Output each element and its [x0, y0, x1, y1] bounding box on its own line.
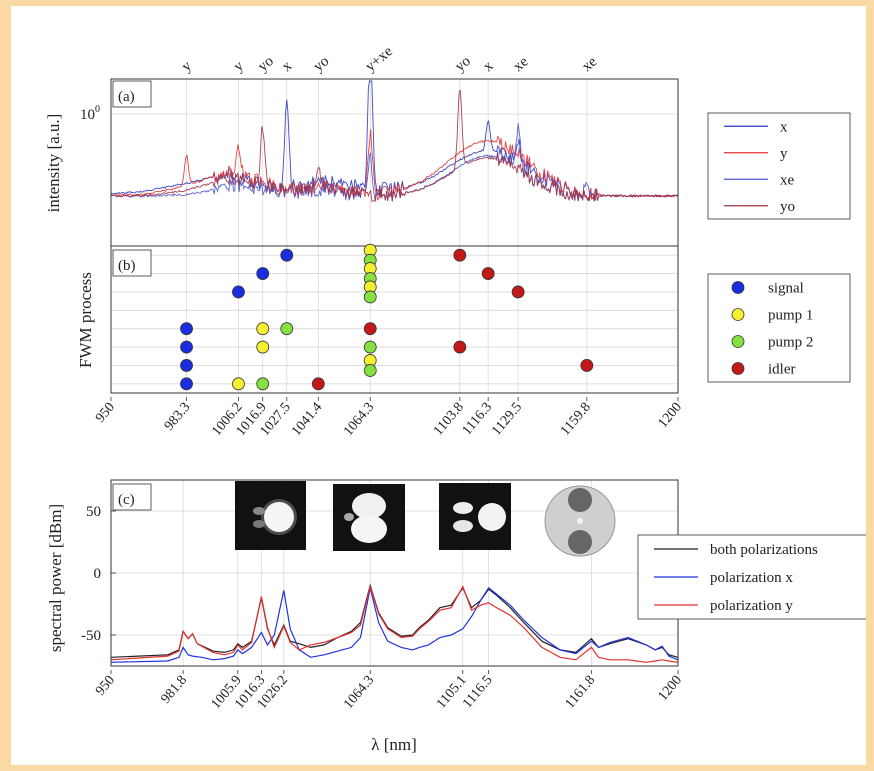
panel-b-point-signal [280, 248, 294, 262]
panel-a-top-label: y [179, 58, 195, 75]
panel-b-point-idler [363, 322, 377, 336]
panel-c-ylabel: spectral power [dBm] [46, 504, 65, 652]
panel-b-xtick-label: 1159.8 [558, 400, 594, 439]
panel-a-series-yo [110, 89, 679, 203]
panel-c-label-box [112, 483, 152, 511]
panel-b-point-pump2 [363, 290, 377, 304]
panel-a-series-xe [110, 123, 679, 202]
panel-b-legend-entry: idler [768, 362, 796, 378]
panel-c-xtick-label: 1161.8 [563, 673, 599, 712]
panel-b-point-signal [180, 322, 193, 336]
panel-b-point-pump2 [280, 322, 294, 336]
panel-b-point-idler [580, 359, 594, 372]
panel-c-xtick-label: 1064.3 [341, 673, 377, 712]
panel-c-ytick-label: 50 [86, 504, 101, 520]
panel-b-label: (b) [118, 258, 136, 274]
panel-a: y y yo x yo y+xe yo x xe xe (a) 100 intensity [a.… [44, 43, 851, 247]
panel-b-point-signal [180, 359, 193, 372]
panel-a-top-label: xe [579, 53, 600, 75]
panel-b-legend-swatch [731, 362, 745, 375]
panel-b-point-pump1 [232, 377, 245, 391]
panel-b-point-idler [511, 285, 525, 299]
panel-b-legend-swatch [731, 281, 745, 294]
panel-a-legend-box [707, 112, 851, 220]
panel-a-top-label: y [231, 58, 247, 75]
panel-b-xtick-label: 983.3 [162, 400, 194, 434]
panel-c-series-polarization-y [110, 584, 679, 663]
panel-c-ytick-label: 0 [94, 566, 102, 582]
chart-canvas: y y yo x yo y+xe yo x xe xe (a) 100 intensity [a.… [44, 43, 866, 754]
panel-b-point-pump2 [256, 377, 270, 391]
panel-a-legend-entry: xe [780, 172, 795, 188]
panel-b-xtick-label: 1200 [656, 400, 685, 431]
panel-c-xtick-label: 1200 [656, 673, 685, 704]
mode-image-3 [439, 483, 511, 550]
panel-c-series-both-polarizations [110, 583, 679, 658]
panel-b-xtick-label: 1129.5 [489, 400, 525, 439]
panel-a-ylabel: intensity [a.u.] [44, 114, 63, 213]
panel-b-point-pump2 [363, 364, 377, 377]
panel-a-frame [110, 78, 679, 247]
panel-a-ytick-label: 100 [80, 104, 100, 123]
panel-a-top-label: x [279, 58, 295, 75]
panel-a-series-y [110, 129, 679, 202]
panel-b-label-box [112, 249, 152, 277]
panel-b-legend-entry: signal [768, 281, 804, 297]
panel-b-point-pump1 [256, 322, 270, 336]
panel-b-legend-box [707, 273, 851, 383]
panel-b-point-pump1 [256, 340, 270, 354]
mode-image-2 [333, 484, 405, 551]
panel-b-point-signal [232, 285, 245, 299]
panel-a-top-label: y+xe [363, 43, 397, 75]
panel-c-legend-entry: polarization y [710, 598, 793, 614]
panel-b-legend-swatch [731, 308, 745, 321]
panel-c-legend-entry: both polarizations [710, 542, 818, 558]
panel-b-legend-swatch [731, 335, 745, 348]
panel-b-ylabel: FWM process [76, 272, 95, 368]
mode-image-1 [235, 481, 306, 550]
panel-c-xtick-label: 1116.5 [460, 673, 496, 711]
panel-b-point-idler [453, 248, 467, 262]
fiber-cross-section [544, 485, 616, 557]
panel-b-xtick-label: 1116.3 [460, 400, 496, 438]
panel-c-series-polarization-x [110, 587, 679, 663]
panel-b-point-idler [453, 340, 467, 354]
panel-c-xtick-label: 981.8 [158, 673, 190, 707]
panel-b-xtick-label: 1041.4 [289, 400, 325, 439]
panel-b-point-pump2 [363, 340, 377, 354]
panel-c-xlabel: λ [nm] [371, 735, 417, 754]
panel-b-point-signal [180, 340, 193, 354]
panel-b-xtick-label: 1064.3 [341, 400, 377, 439]
panel-a-legend-entry: y [780, 146, 788, 162]
panel-b-frame [110, 245, 679, 394]
panel-a-label-box [112, 80, 152, 108]
panel-c-xtick-label: 950 [93, 673, 118, 699]
panel-b-point-idler [481, 267, 495, 280]
panel-b-xtick-label: 950 [93, 400, 118, 426]
panel-c-legend: both polarizations polarization x polariza… [637, 534, 866, 620]
panel-a-legend-entry: yo [780, 199, 795, 215]
panel-a-top-label: yo [311, 53, 333, 75]
panel-a-top-label: yo [452, 53, 474, 75]
panel-b-point-idler [311, 377, 325, 391]
panel-b-legend-entry: pump 1 [768, 308, 813, 324]
panel-a-top-label: xe [510, 53, 531, 75]
figure: y y yo x yo y+xe yo x xe xe (a) 100 intensity [a.… [11, 6, 866, 765]
panel-a-legend-entry: x [780, 119, 788, 135]
panel-c-legend-entry: polarization x [710, 570, 793, 586]
panel-a-top-label: yo [255, 53, 277, 75]
panel-b-legend: signal pump 1 pump 2 idler [707, 273, 851, 383]
panel-b-xtick-label: 1103.8 [431, 400, 467, 439]
panel-b-point-signal [256, 267, 270, 280]
panel-a-legend: xy xe yo [707, 112, 851, 220]
panel-a-top-label: x [480, 58, 496, 75]
panel-b-point-signal [180, 377, 193, 391]
panel-b-legend-entry: pump 2 [768, 335, 813, 351]
panel-a-label: (a) [118, 89, 135, 105]
panel-c-label: (c) [118, 492, 135, 508]
panel-c-ytick-label: -50 [81, 628, 101, 644]
